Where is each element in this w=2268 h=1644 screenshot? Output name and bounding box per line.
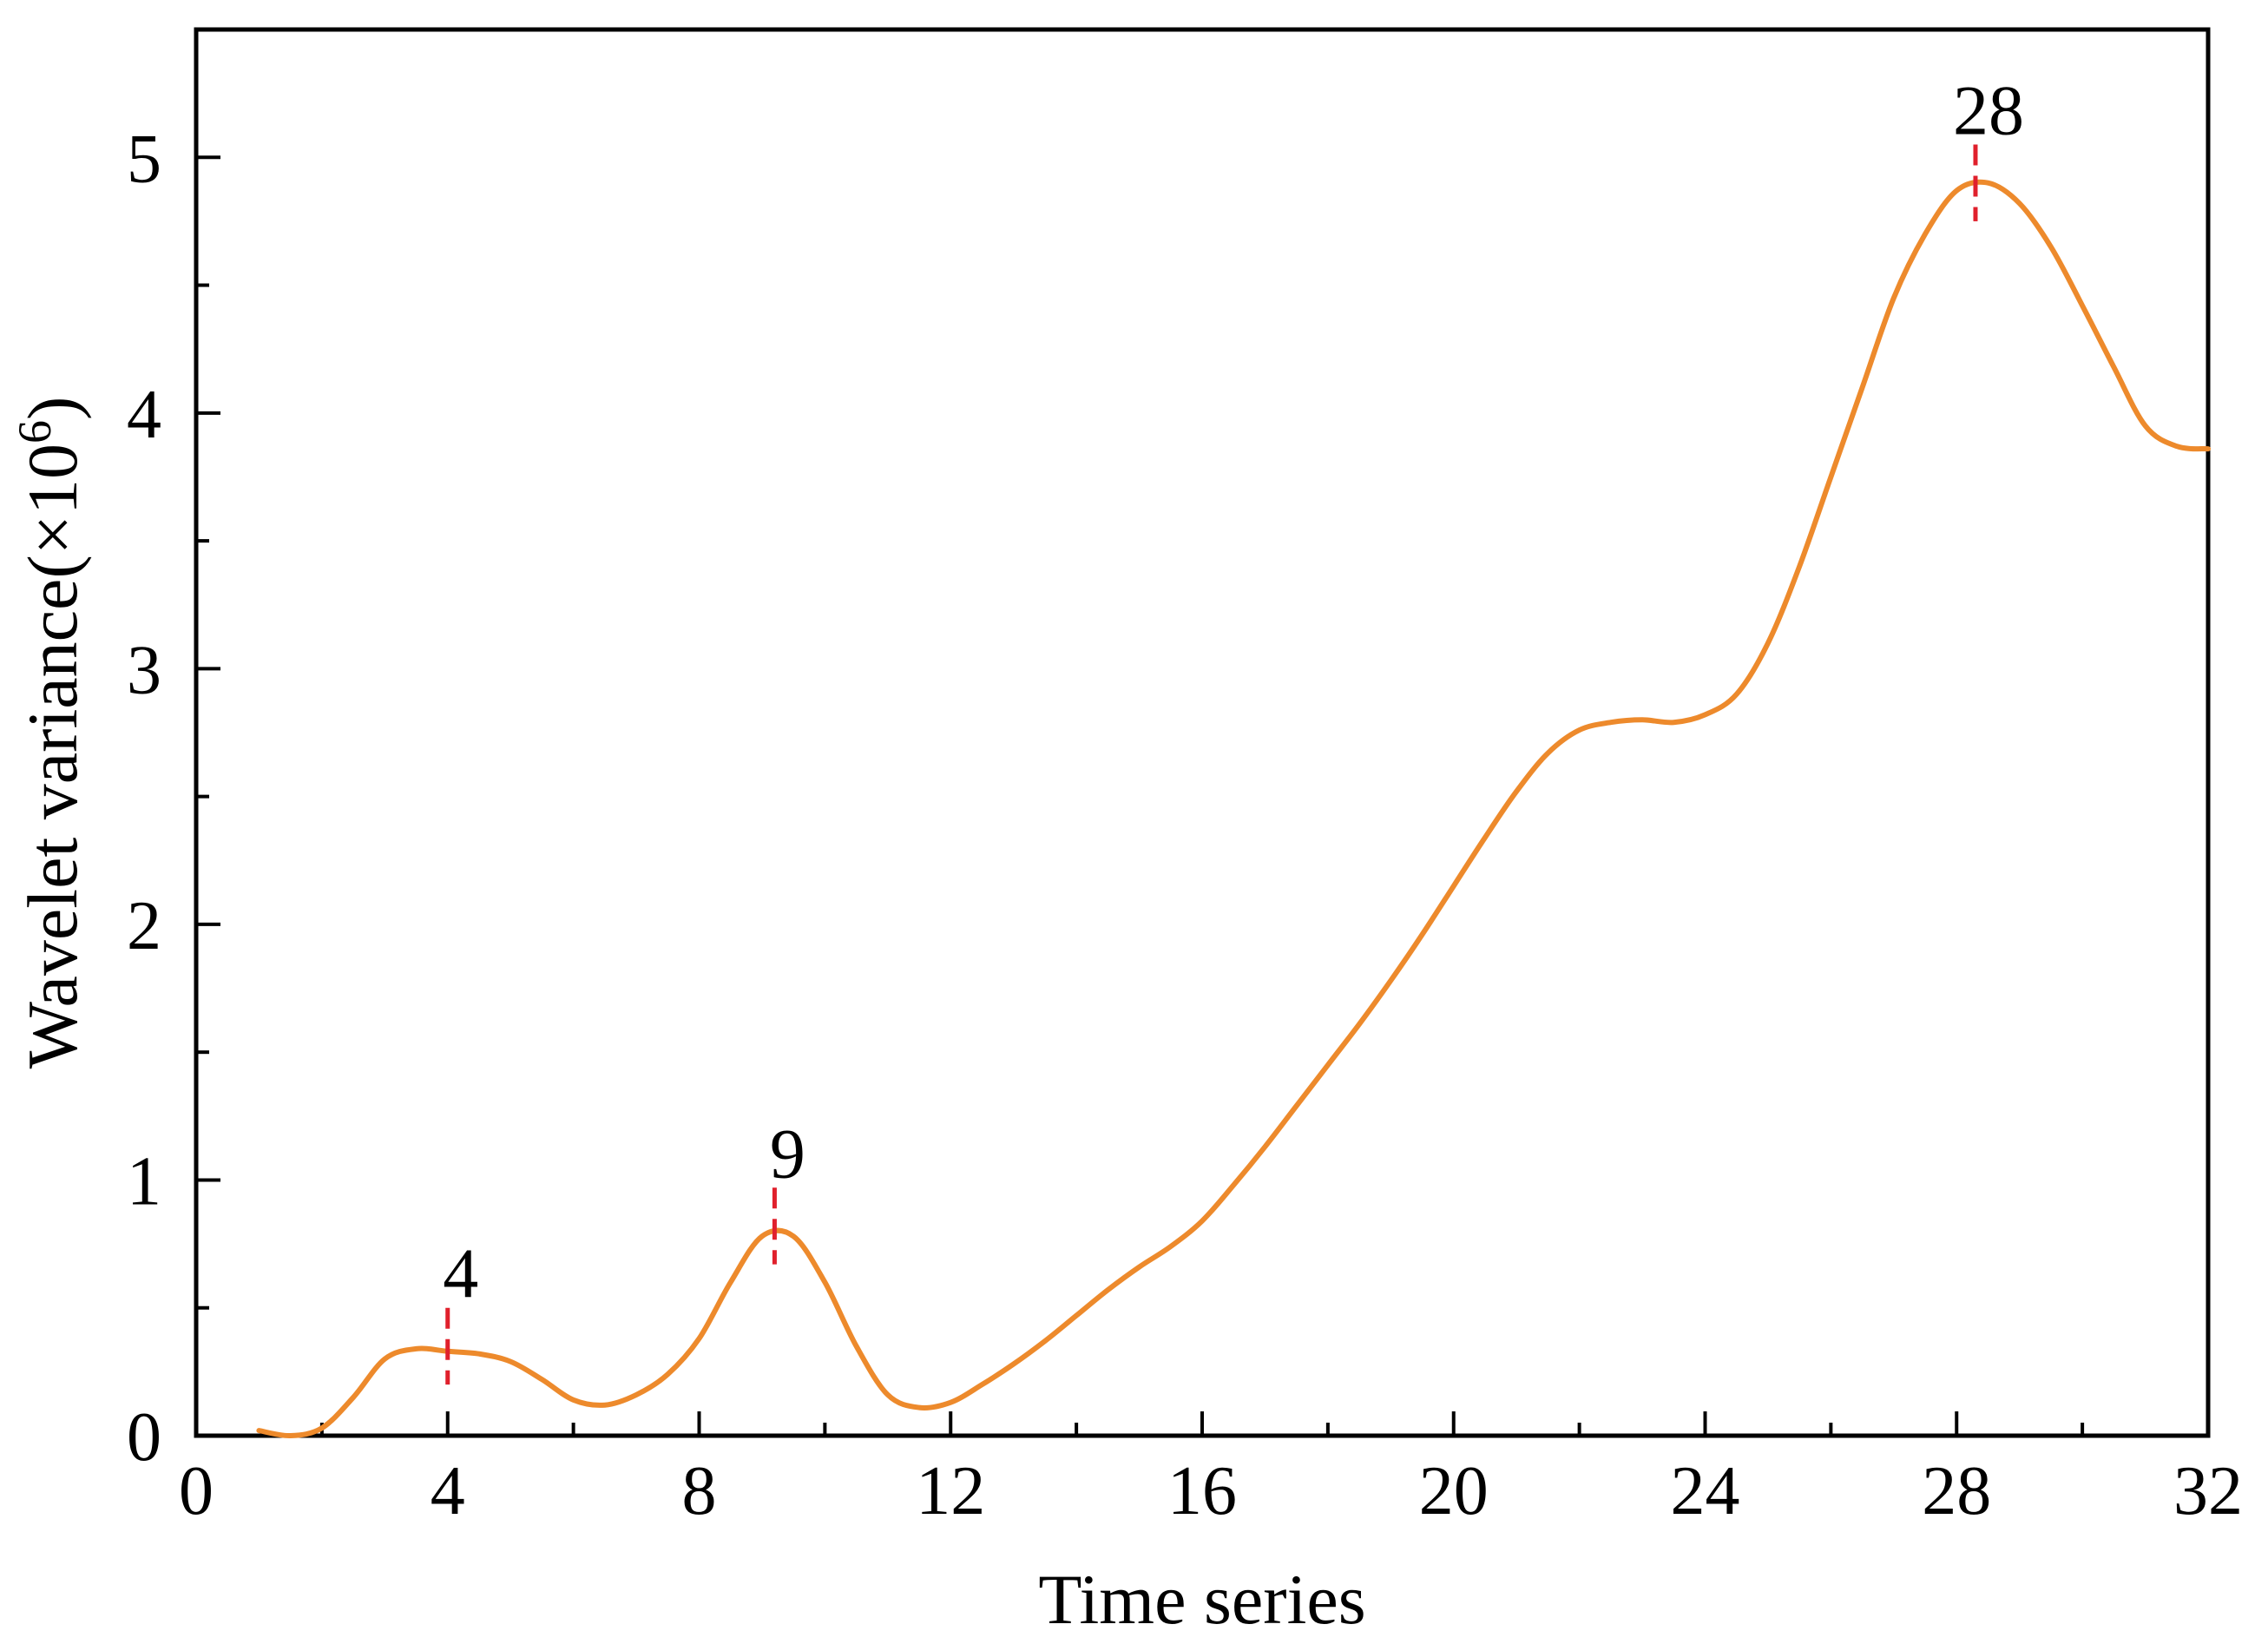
wavelet-variance-line <box>256 179 2211 1439</box>
x-tick-label: 12 <box>916 1453 985 1529</box>
y-tick-label: 0 <box>127 1399 161 1476</box>
y-axis-title: Wavelet variance(×106) <box>9 397 92 1069</box>
x-tick-label: 0 <box>179 1453 214 1529</box>
y-tick-label: 4 <box>127 377 161 453</box>
plot-frame <box>194 27 2211 1438</box>
peak-label: 9 <box>770 1114 805 1193</box>
peak-label: 4 <box>443 1234 478 1313</box>
x-tick-label: 4 <box>431 1453 465 1529</box>
peak-label: 28 <box>1953 71 2024 150</box>
y-tick-label: 2 <box>127 888 161 964</box>
y-tick-label: 3 <box>127 632 161 708</box>
y-tick-label: 5 <box>127 121 161 197</box>
annotation-layer: 4 9 28 <box>443 71 2024 1385</box>
x-tick-label: 24 <box>1671 1453 1740 1529</box>
x-tick-label: 32 <box>2173 1453 2243 1529</box>
y-axis-title-main: Wavelet variance(×10 <box>13 444 92 1069</box>
x-axis-title: Time series <box>1038 1560 1365 1639</box>
y-axis-title-exponent: 6 <box>9 420 61 444</box>
y-axis-title-close: ) <box>13 397 92 420</box>
x-tick-label: 28 <box>1922 1453 1991 1529</box>
series-layer <box>256 179 2211 1439</box>
x-tick-label: 8 <box>682 1453 717 1529</box>
x-tick-label: 20 <box>1419 1453 1489 1529</box>
x-tick-label: 16 <box>1167 1453 1237 1529</box>
y-tick-label: 1 <box>127 1143 161 1220</box>
